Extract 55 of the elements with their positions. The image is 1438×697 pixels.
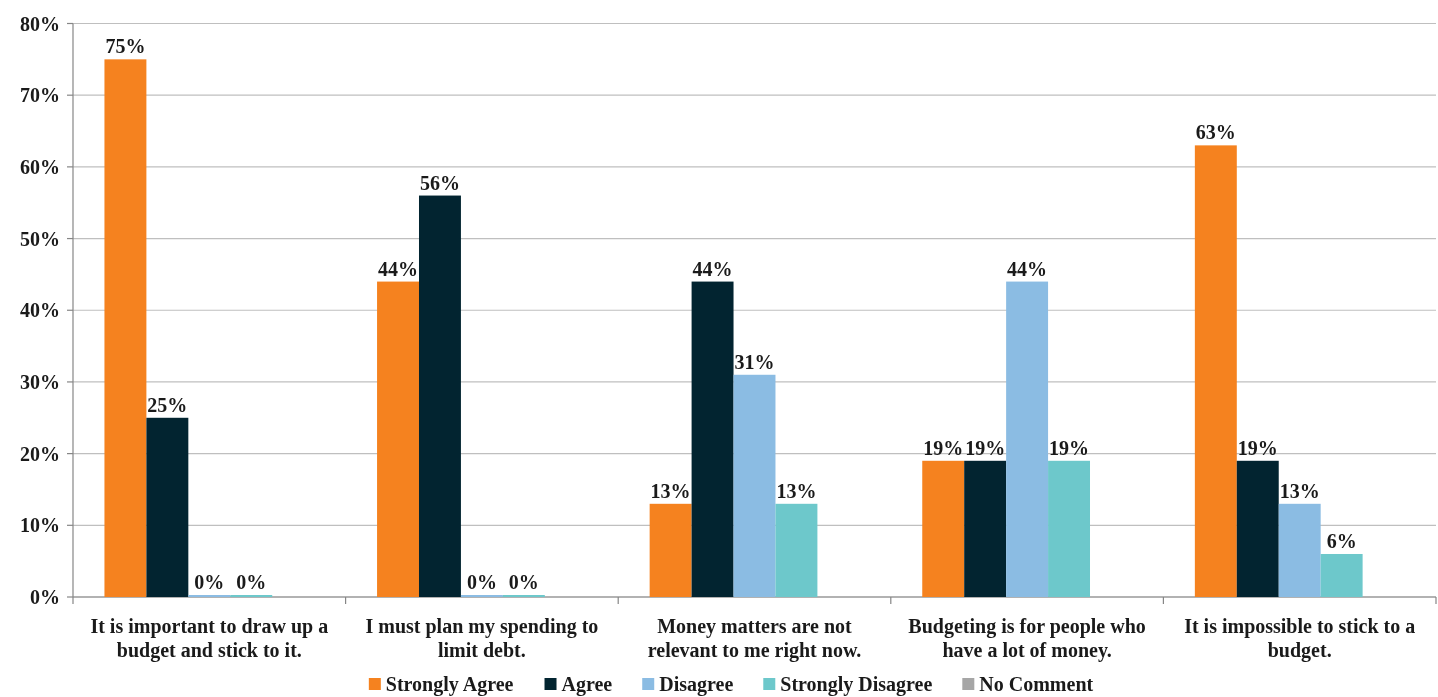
x-tick-label: It is important to draw up a budget and stick to it.: [90, 615, 329, 662]
legend-label: Strongly Agree: [385, 673, 514, 696]
y-tick-label: 40%: [20, 299, 60, 322]
y-tick-label: 20%: [20, 442, 60, 465]
bar: [964, 460, 1007, 597]
y-tick-label: 80%: [20, 12, 60, 35]
legend-label: Disagree: [659, 673, 734, 696]
data-label: 31%: [734, 350, 775, 373]
x-tick-label: It is impossible to stick to a budget.: [1184, 615, 1416, 662]
bar: [1320, 553, 1363, 597]
y-tick-label: 30%: [20, 370, 60, 393]
data-label: 0%: [194, 571, 225, 593]
data-label: 44%: [378, 257, 419, 280]
data-label: 19%: [965, 436, 1006, 459]
bar: [104, 59, 147, 597]
data-label: 19%: [1237, 436, 1278, 459]
x-tick-label: Budgeting is for people who have a lot of money.: [908, 615, 1146, 662]
x-tick-label: I must plan my spending to limit debt.: [365, 615, 599, 661]
bar: [691, 281, 734, 597]
bar: [418, 195, 461, 597]
bar: [1194, 145, 1237, 597]
y-tick-label: 50%: [20, 227, 60, 250]
bar: [146, 417, 189, 597]
legend-label: Strongly Disagree: [780, 673, 933, 696]
bar: [377, 281, 419, 597]
data-label: 25%: [147, 393, 188, 416]
data-label: 75%: [105, 35, 146, 58]
data-label: 44%: [692, 257, 733, 280]
data-label: 13%: [650, 479, 691, 502]
data-label: 13%: [776, 479, 817, 502]
data-label: 44%: [1007, 257, 1048, 280]
y-tick-label: 10%: [20, 514, 60, 537]
data-label: 56%: [419, 171, 460, 194]
data-label: 13%: [1279, 479, 1320, 502]
bar: [1236, 460, 1279, 597]
data-label: 19%: [923, 436, 964, 459]
bar: [649, 503, 692, 597]
y-tick-label: 60%: [20, 155, 60, 178]
data-label: 0%: [508, 571, 539, 593]
bar: [1048, 460, 1091, 597]
data-label: 63%: [1195, 121, 1236, 144]
data-label: 0%: [466, 571, 497, 593]
bar: [775, 503, 818, 597]
legend-label: No Comment: [979, 673, 1094, 695]
bar: [1278, 503, 1321, 597]
bar: [733, 374, 776, 597]
data-label: 0%: [236, 571, 267, 593]
bar: [1006, 281, 1049, 597]
data-label: 6%: [1326, 529, 1357, 552]
data-label: 19%: [1049, 436, 1090, 459]
legend-label: Agree: [561, 673, 613, 696]
x-tick-label: Money matters are not relevant to me right now.: [647, 615, 862, 662]
y-tick-label: 70%: [20, 84, 60, 107]
y-tick-label: 0%: [30, 586, 60, 608]
bar: [922, 460, 965, 597]
